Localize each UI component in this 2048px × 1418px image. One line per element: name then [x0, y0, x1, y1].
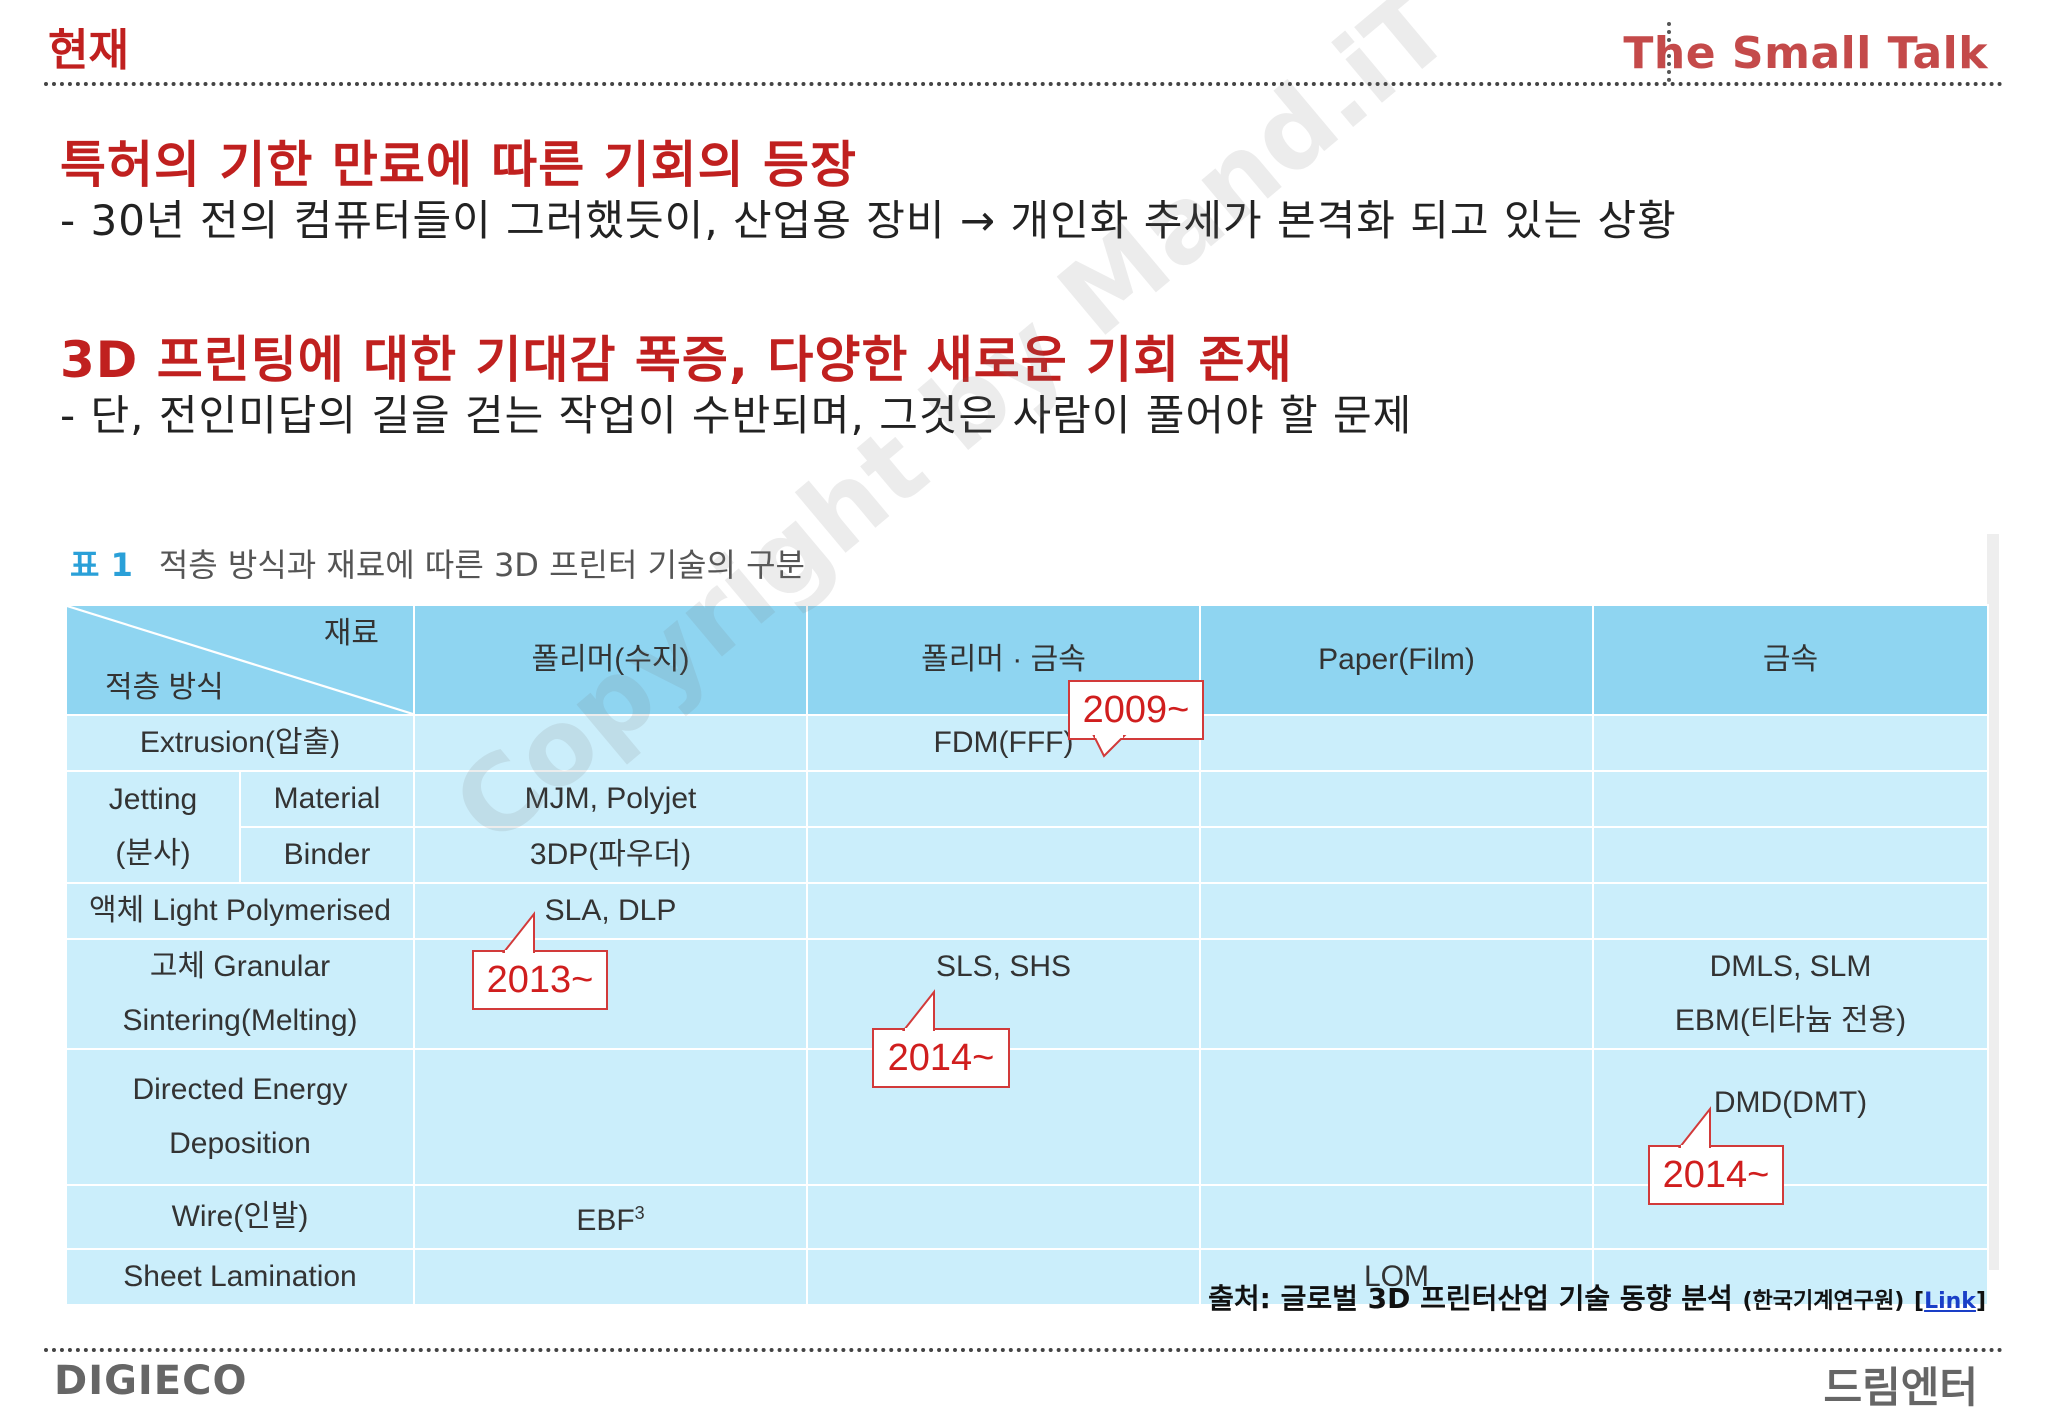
3d-printer-technology-table: 재료 적층 방식 폴리머(수지) 폴리머 · 금속 Paper(Film) 금속…: [65, 604, 1989, 1306]
bottom-divider: [44, 1348, 2004, 1352]
table-cell: [1592, 1248, 1989, 1306]
link-bracket-open: [: [1914, 1289, 1925, 1314]
table-header-row: 재료 적층 방식 폴리머(수지) 폴리머 · 금속 Paper(Film) 금속: [65, 604, 1989, 716]
granular-label-line2: Sintering(Melting): [122, 1004, 358, 1037]
table-caption: 표 1 적층 방식과 재료에 따른 3D 프린터 기술의 구분: [70, 540, 805, 586]
brand-divider: [1667, 22, 1671, 82]
table-cell: [1199, 882, 1594, 940]
table-cell: [1199, 1184, 1594, 1250]
row-label-granular: 고체 Granular Sintering(Melting): [65, 938, 415, 1050]
row-label-jetting: Jetting (분사): [65, 770, 241, 884]
table-cell: [1199, 938, 1594, 1050]
table-cell: [806, 826, 1201, 884]
table-cell: [1199, 714, 1594, 772]
source-link[interactable]: Link: [1924, 1289, 1976, 1314]
table-cell: [1592, 882, 1989, 940]
column-header-paper: Paper(Film): [1199, 604, 1594, 716]
top-divider: [44, 82, 2004, 86]
callout-pointer: [1677, 1106, 1711, 1149]
table-cell: [806, 882, 1201, 940]
callout-fdm-text: 2009~: [1082, 689, 1190, 731]
source-org: (한국기계연구원): [1742, 1289, 1905, 1314]
row-label-wire: Wire(인발): [65, 1184, 415, 1250]
diagonal-line: [67, 606, 413, 714]
cell-sla: SLA, DLP: [413, 882, 808, 940]
cell-ebf: EBF3: [413, 1184, 808, 1250]
table-corner-header: 재료 적층 방식: [65, 604, 415, 716]
table-cell: [1592, 714, 1989, 772]
dreamenter-logo: 드림엔터: [1823, 1363, 1978, 1412]
table-caption-number: 표 1: [70, 546, 133, 584]
table-row: 액체 Light Polymerised SLA, DLP: [65, 882, 1989, 940]
link-bracket-close: ]: [1975, 1289, 1986, 1314]
sls-label: SLS, SHS: [935, 950, 1072, 983]
row-label-binder: Binder: [239, 826, 415, 884]
callout-pointer: [501, 911, 535, 954]
callout-sla-year: 2013~: [472, 911, 608, 1010]
row-label-sheet: Sheet Lamination: [65, 1248, 415, 1306]
column-header-polymer: 폴리머(수지): [413, 604, 808, 716]
granular-label-line1: 고체 Granular: [149, 950, 331, 983]
table-cell: [806, 1248, 1201, 1306]
callout-dmd-year: 2014~: [1648, 1106, 1784, 1205]
digieco-logo: DIGIECO: [54, 1358, 248, 1404]
dmls-label: DMLS, SLM: [1709, 950, 1872, 983]
row-label-ded: Directed Energy Deposition: [65, 1048, 415, 1186]
table-cell: [1592, 826, 1989, 884]
ebf-superscript: 3: [634, 1203, 645, 1223]
column-header-polymer-metal: 폴리머 · 금속: [806, 604, 1201, 716]
table-cell: [1199, 1048, 1594, 1186]
table-cell: [1199, 770, 1594, 828]
column-header-metal: 금속: [1592, 604, 1989, 716]
table-row: Extrusion(압출) FDM(FFF): [65, 714, 1989, 772]
jetting-label: Jetting: [108, 783, 198, 816]
table-shadow: [1987, 534, 1999, 1270]
callout-dmd-text: 2014~: [1662, 1154, 1770, 1196]
table-cell: [1199, 826, 1594, 884]
row-label-extrusion: Extrusion(압출): [65, 714, 415, 772]
row-label-material: Material: [239, 770, 415, 828]
cell-mjm: MJM, Polyjet: [413, 770, 808, 828]
table-row: Binder 3DP(파우더): [66, 826, 1989, 884]
ded-label-line2: Deposition: [169, 1127, 311, 1160]
table-cell: [413, 1248, 808, 1306]
heading-patent-expiry: 특허의 기한 만료에 따른 기회의 등장: [60, 136, 858, 194]
bullet-personalization: - 30년 전의 컴퓨터들이 그러했듯이, 산업용 장비 → 개인화 추세가 본…: [60, 196, 1677, 245]
table-row: Wire(인발) EBF3: [65, 1184, 1989, 1250]
ebf-label: EBF: [576, 1204, 635, 1237]
ebm-label: EBM(티타늄 전용): [1674, 1004, 1907, 1037]
table-cell: [1592, 770, 1989, 828]
heading-3d-printing-opportunity: 3D 프린팅에 대한 기대감 폭증, 다양한 새로운 기회 존재: [60, 331, 1293, 389]
table-cell: [806, 1184, 1201, 1250]
cell-dmls: DMLS, SLM EBM(티타늄 전용): [1592, 938, 1989, 1050]
corner-material-label: 재료: [323, 617, 379, 650]
brand-title: The Small Talk: [1623, 28, 1988, 79]
table-cell: [806, 770, 1201, 828]
callout-sls-year: 2014~: [872, 989, 1010, 1088]
bullet-unexplored-path: - 단, 전인미답의 길을 걷는 작업이 수반되며, 그것은 사람이 풀어야 할…: [60, 391, 1413, 440]
callout-fdm-year: 2009~: [1068, 680, 1204, 758]
cell-lom: LOM: [1199, 1248, 1594, 1306]
table-cell: [413, 714, 808, 772]
row-label-liquid: 액체 Light Polymerised: [65, 882, 415, 940]
callout-sls-text: 2014~: [887, 1037, 995, 1079]
table-cell: [413, 1048, 808, 1186]
table-row: Jetting (분사) Material MJM, Polyjet: [65, 770, 1989, 884]
table-row: 고체 Granular Sintering(Melting) SLS, SHS …: [65, 938, 1989, 1050]
corner-method-label: 적층 방식: [105, 671, 224, 704]
callout-sla-text: 2013~: [486, 959, 594, 1001]
ded-label-line1: Directed Energy: [132, 1073, 348, 1106]
cell-3dp: 3DP(파우더): [413, 826, 808, 884]
source-note: 출처: 글로벌 3D 프린터산업 기술 동향 분석 (한국기계연구원) [Lin…: [1208, 1277, 1986, 1317]
jetting-sublabel: (분사): [115, 837, 191, 870]
callout-pointer: [1092, 734, 1127, 758]
table-row: Sheet Lamination LOM: [65, 1248, 1989, 1306]
table-caption-text: 적층 방식과 재료에 따른 3D 프린터 기술의 구분: [158, 546, 805, 584]
section-label: 현재: [48, 25, 129, 76]
source-label: 출처: 글로벌 3D 프린터산업 기술 동향 분석: [1208, 1282, 1733, 1315]
callout-pointer: [901, 989, 935, 1032]
